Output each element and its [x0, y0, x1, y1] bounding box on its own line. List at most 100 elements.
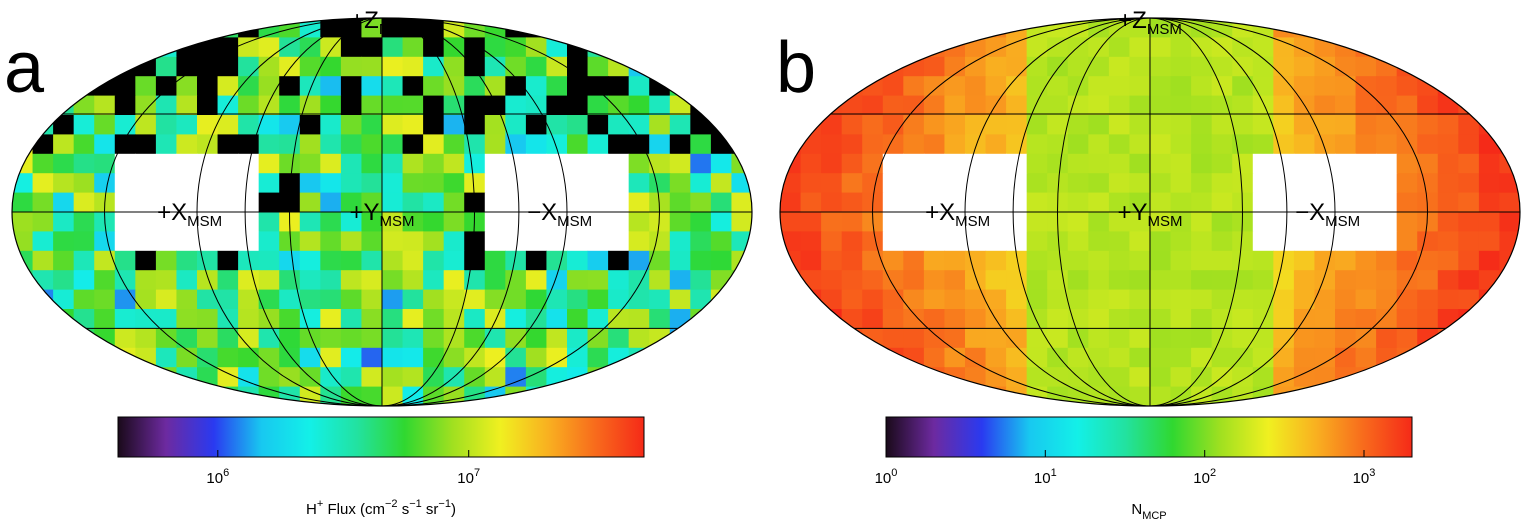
map-cell: [944, 134, 966, 155]
map-cell: [923, 289, 946, 310]
map-cell: [114, 289, 136, 310]
map-cell: [1252, 231, 1274, 252]
map-cell: [1026, 289, 1048, 310]
map-cell: [1499, 37, 1520, 58]
map-cell: [1006, 367, 1028, 388]
map-cell: [780, 192, 802, 213]
map-cell: [1314, 153, 1336, 174]
map-cell: [731, 309, 752, 329]
map-cell: [669, 95, 691, 116]
panel-label: b: [776, 28, 816, 108]
map-cell: [882, 95, 904, 116]
map-cell: [1047, 153, 1069, 174]
map-cell: [361, 231, 383, 252]
map-cell: [1170, 289, 1192, 310]
map-cell: [923, 76, 946, 97]
map-cell: [340, 328, 363, 349]
map-cell: [690, 173, 712, 194]
map-cell: [73, 18, 95, 38]
direction-label: −XMSM: [527, 199, 592, 230]
map-cell: [800, 192, 822, 213]
map-cell: [1108, 309, 1131, 329]
map-cell: [197, 56, 219, 77]
map-cell: [1478, 289, 1501, 310]
map-cell: [1478, 153, 1501, 174]
map-cell: [1088, 250, 1110, 271]
map-cell: [546, 367, 568, 388]
map-cell: [1006, 18, 1028, 38]
map-cell: [1252, 76, 1274, 97]
map-cell: [1314, 76, 1336, 97]
map-cell: [1478, 173, 1501, 194]
map-cell: [669, 347, 691, 368]
map-cell: [1293, 231, 1316, 252]
map-cell: [1335, 309, 1357, 329]
map-cell: [73, 192, 95, 213]
map-cell: [903, 250, 925, 271]
map-cell: [1314, 231, 1336, 252]
map-cell: [1396, 192, 1418, 213]
map-cell: [882, 347, 904, 368]
map-cell: [525, 18, 548, 38]
map-cell: [1026, 37, 1048, 58]
map-cell: [1150, 134, 1172, 155]
map-cell: [155, 231, 178, 252]
map-cell: [608, 134, 630, 155]
map-cell: [1006, 76, 1028, 97]
map-cell: [197, 386, 219, 406]
map-cell: [340, 76, 363, 97]
map-cell: [1026, 56, 1048, 77]
map-cell: [484, 76, 506, 97]
map-cell: [821, 270, 843, 291]
map-cell: [340, 56, 363, 77]
map-cell: [1047, 134, 1069, 155]
map-cell: [923, 250, 946, 271]
map-cell: [1067, 95, 1089, 116]
map-cell: [464, 250, 486, 271]
map-cell: [1047, 95, 1069, 116]
map-cell: [1026, 328, 1048, 349]
map-cell: [361, 367, 383, 388]
map-cell: [238, 56, 260, 77]
map-cell: [1355, 95, 1377, 116]
map-cell: [217, 153, 239, 174]
map-cell: [628, 153, 650, 174]
map-cell: [1150, 212, 1172, 232]
map-cell: [155, 270, 178, 291]
map-cell: [731, 250, 752, 271]
map-cell: [1273, 328, 1295, 349]
map-cell: [423, 95, 445, 116]
map-cell: [690, 347, 712, 368]
map-cell: [299, 56, 321, 77]
map-cell: [135, 309, 157, 329]
map-cell: [841, 173, 863, 194]
map-cell: [340, 95, 363, 116]
map-cell: [1170, 76, 1192, 97]
map-cell: [985, 153, 1007, 174]
map-cell: [135, 192, 157, 213]
map-cell: [1108, 347, 1131, 368]
map-cell: [1047, 115, 1069, 135]
map-cell: [1232, 309, 1254, 329]
map-cell: [821, 289, 843, 310]
map-cell: [238, 212, 260, 232]
map-cell: [1170, 231, 1192, 252]
map-cell: [1026, 115, 1048, 135]
map-cell: [587, 76, 609, 97]
map-cell: [985, 115, 1007, 135]
map-cell: [882, 270, 904, 291]
pole-label: +ZMSM: [350, 7, 414, 38]
map-cell: [238, 153, 260, 174]
map-cell: [731, 95, 752, 116]
map-cell: [710, 231, 733, 252]
map-cell: [821, 134, 843, 155]
map-cell: [944, 76, 966, 97]
map-cell: [135, 328, 157, 349]
map-cell: [780, 367, 802, 388]
map-cell: [903, 115, 925, 135]
map-cell: [299, 76, 321, 97]
map-cell: [1191, 115, 1213, 135]
map-cell: [484, 56, 506, 77]
map-cell: [53, 386, 75, 406]
map-cell: [862, 115, 884, 135]
